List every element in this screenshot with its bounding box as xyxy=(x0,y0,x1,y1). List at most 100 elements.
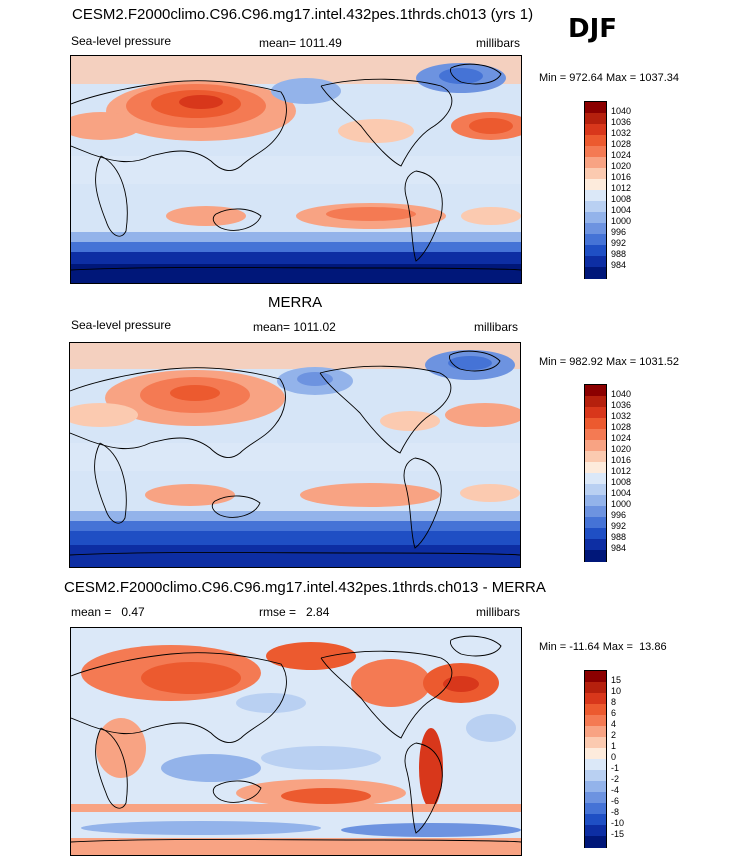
panel-obs-variable-label: Sea-level pressure xyxy=(71,318,172,332)
colorbar-swatch xyxy=(585,113,606,125)
colorbar-swatch xyxy=(585,484,606,496)
colorbar-tick-label: 1020 xyxy=(611,161,632,171)
colorbar-tick-label: 984 xyxy=(611,260,627,270)
colorbar-tick-label: -2 xyxy=(611,774,620,784)
colorbar-tick-label: 988 xyxy=(611,532,627,542)
colorbar-tick-label: 988 xyxy=(611,249,627,259)
colorbar-swatch xyxy=(585,168,606,180)
colorbar-swatch xyxy=(585,715,606,727)
colorbar-tick-label: 2 xyxy=(611,730,617,740)
colorbar-swatch xyxy=(585,792,606,804)
colorbar-tick-label: 1 xyxy=(611,741,617,751)
colorbar-swatch xyxy=(585,506,606,518)
panel-obs-colorbar-swatches xyxy=(584,384,607,562)
season-label: DJF xyxy=(568,14,618,44)
colorbar-tick-label: 8 xyxy=(611,697,617,707)
colorbar-tick-label: 1032 xyxy=(611,128,632,138)
colorbar-swatch xyxy=(585,212,606,224)
colorbar-tick-label: 4 xyxy=(611,719,617,729)
colorbar-tick-label: 1008 xyxy=(611,477,632,487)
colorbar-tick-label: 1028 xyxy=(611,139,632,149)
colorbar-tick-label: 1036 xyxy=(611,400,632,410)
colorbar-swatch xyxy=(585,748,606,760)
colorbar-swatch xyxy=(585,770,606,782)
colorbar-swatch xyxy=(585,495,606,507)
colorbar-tick-label: 1016 xyxy=(611,455,632,465)
colorbar-swatch xyxy=(585,407,606,419)
panel-diff-map xyxy=(70,627,522,856)
colorbar-tick-label: 1000 xyxy=(611,216,632,226)
colorbar-tick-label: 1004 xyxy=(611,488,632,498)
colorbar-tick-label: 1036 xyxy=(611,117,632,127)
colorbar-tick-label: 992 xyxy=(611,521,627,531)
colorbar-tick-label: 984 xyxy=(611,543,627,553)
colorbar-tick-label: 1024 xyxy=(611,150,632,160)
panel-model-minmax: Min = 972.64 Max = 1037.34 xyxy=(539,72,680,84)
colorbar-tick-label: -6 xyxy=(611,796,620,806)
panel-obs-colorbar: 1040 1036 1032 1028 1024 1020 1016 1012 1008 1004… xyxy=(579,384,659,564)
colorbar-tick-label: 6 xyxy=(611,708,617,718)
colorbar-swatch xyxy=(585,737,606,749)
colorbar-swatch xyxy=(585,429,606,441)
panel-obs-map xyxy=(69,342,521,568)
colorbar-swatch xyxy=(585,234,606,246)
panel-obs-units-label: millibars xyxy=(474,320,519,334)
colorbar-swatch xyxy=(585,190,606,202)
colorbar-swatch xyxy=(585,693,606,705)
colorbar-swatch xyxy=(585,418,606,430)
colorbar-tick-label: -4 xyxy=(611,785,620,795)
colorbar-swatch xyxy=(585,836,606,848)
panel-obs-minmax: Min = 982.92 Max = 1031.52 xyxy=(539,356,680,368)
colorbar-swatch xyxy=(585,759,606,771)
colorbar-swatch xyxy=(585,462,606,474)
colorbar-tick-label: 1000 xyxy=(611,499,632,509)
colorbar-swatch xyxy=(585,124,606,136)
colorbar-swatch xyxy=(585,671,606,683)
colorbar-swatch xyxy=(585,396,606,408)
colorbar-swatch xyxy=(585,803,606,815)
colorbar-swatch xyxy=(585,102,606,114)
panel-diff-mean-label: mean = 0.47 xyxy=(71,605,145,619)
panel-diff-title: CESM2.F2000climo.C96.C96.mg17.intel.432p… xyxy=(64,579,546,596)
panel-model-colorbar: 1040 1036 1032 1028 1024 1020 1016 1012 1008 1004… xyxy=(579,101,659,281)
colorbar-tick-label: 15 xyxy=(611,675,622,685)
panel-diff-map-svg xyxy=(71,628,521,855)
panel-model-mean-label: mean= 1011.49 xyxy=(259,36,342,50)
colorbar-tick-label: 1040 xyxy=(611,106,632,116)
colorbar-tick-label: 10 xyxy=(611,686,622,696)
panel-obs-mean-label: mean= 1011.02 xyxy=(253,320,336,334)
colorbar-tick-label: 1024 xyxy=(611,433,632,443)
colorbar-swatch xyxy=(585,528,606,540)
colorbar-tick-label: -8 xyxy=(611,807,620,817)
colorbar-swatch xyxy=(585,539,606,551)
colorbar-tick-label: -10 xyxy=(611,818,625,828)
colorbar-tick-label: 1012 xyxy=(611,183,632,193)
colorbar-swatch xyxy=(585,440,606,452)
panel-diff-colorbar: 15 10 8 6 4 2 1 0 -1 -2 -4 -6 -8 -10 -15 xyxy=(579,670,659,850)
colorbar-swatch xyxy=(585,267,606,279)
panel-model-title: CESM2.F2000climo.C96.C96.mg17.intel.432p… xyxy=(72,6,534,23)
panel-obs-title: MERRA xyxy=(268,294,323,311)
panel-model-map xyxy=(70,55,522,284)
colorbar-swatch xyxy=(585,385,606,397)
colorbar-swatch xyxy=(585,146,606,158)
colorbar-swatch xyxy=(585,256,606,268)
panel-model-map-svg xyxy=(71,56,521,283)
panel-diff-units-label: millibars xyxy=(476,605,521,619)
colorbar-tick-label: 996 xyxy=(611,227,627,237)
colorbar-swatch xyxy=(585,223,606,235)
colorbar-swatch xyxy=(585,517,606,529)
panel-diff-minmax: Min = -11.64 Max = 13.86 xyxy=(539,641,667,653)
panel-diff-colorbar-swatches xyxy=(584,670,607,848)
colorbar-tick-label: 1032 xyxy=(611,411,632,421)
colorbar-tick-label: 1008 xyxy=(611,194,632,204)
colorbar-tick-label: 1020 xyxy=(611,444,632,454)
colorbar-swatch xyxy=(585,726,606,738)
colorbar-swatch xyxy=(585,682,606,694)
panel-model-units-label: millibars xyxy=(476,36,521,50)
colorbar-tick-label: 996 xyxy=(611,510,627,520)
panel-obs-map-svg xyxy=(70,343,520,567)
colorbar-swatch xyxy=(585,781,606,793)
colorbar-swatch xyxy=(585,704,606,716)
colorbar-swatch xyxy=(585,179,606,191)
